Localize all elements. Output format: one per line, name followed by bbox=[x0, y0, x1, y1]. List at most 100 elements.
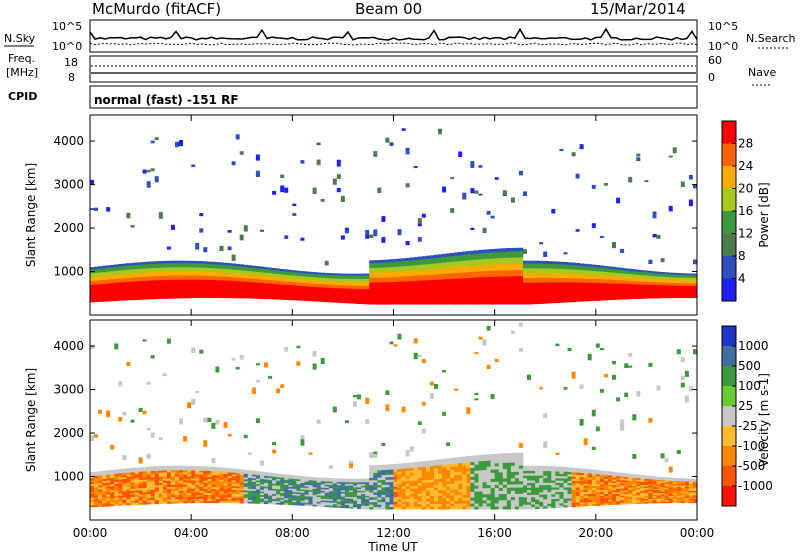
heatmap-cell bbox=[260, 494, 265, 497]
heatmap-cell bbox=[652, 284, 657, 287]
colorbar-swatch bbox=[722, 211, 736, 234]
heatmap-cell bbox=[264, 277, 269, 280]
heatmap-cell bbox=[506, 462, 512, 466]
heatmap-cell bbox=[118, 282, 123, 285]
heatmap-cell bbox=[454, 494, 459, 499]
heatmap-cell bbox=[255, 489, 261, 492]
heatmap-cell bbox=[373, 477, 378, 481]
heatmap-cell bbox=[377, 465, 382, 468]
heatmap-cell bbox=[531, 475, 536, 479]
heatmap-cell bbox=[357, 492, 362, 495]
heatmap-cell bbox=[280, 497, 285, 500]
heatmap-cell bbox=[373, 489, 378, 493]
heatmap-cell bbox=[243, 285, 249, 288]
heatmap-cell bbox=[195, 488, 200, 491]
heatmap-cell bbox=[134, 473, 139, 477]
heatmap-cell bbox=[110, 503, 115, 507]
heatmap-cell bbox=[474, 392, 479, 396]
heatmap-cell bbox=[94, 272, 99, 275]
heatmap-cell bbox=[126, 480, 131, 483]
heatmap-cell bbox=[114, 497, 119, 500]
heatmap-cell bbox=[413, 496, 419, 500]
heatmap-cell bbox=[490, 264, 495, 268]
heatmap-cell bbox=[539, 272, 544, 276]
heatmap-cell bbox=[567, 277, 572, 281]
heatmap-cell bbox=[438, 268, 443, 272]
heatmap-cell bbox=[377, 301, 382, 305]
heatmap-cell bbox=[126, 470, 131, 473]
heatmap-cell bbox=[320, 282, 326, 285]
heatmap-cell bbox=[377, 506, 382, 510]
heatmap-cell bbox=[134, 479, 139, 483]
heatmap-cell bbox=[235, 282, 241, 286]
heatmap-cell bbox=[328, 479, 334, 482]
heatmap-cell bbox=[458, 275, 463, 279]
heatmap-cell bbox=[365, 290, 370, 293]
heatmap-cell bbox=[102, 496, 107, 499]
heatmap-cell bbox=[90, 505, 95, 508]
heatmap-cell bbox=[94, 485, 99, 488]
heatmap-cell bbox=[296, 479, 301, 481]
heatmap-cell bbox=[187, 264, 192, 268]
heatmap-cell bbox=[288, 494, 293, 497]
heatmap-cell bbox=[195, 273, 200, 276]
heatmap-cell bbox=[429, 255, 435, 259]
heatmap-cell bbox=[130, 471, 135, 475]
heatmap-cell bbox=[608, 286, 613, 289]
heatmap-cell bbox=[656, 280, 661, 283]
heatmap-cell bbox=[369, 299, 374, 303]
heatmap-cell bbox=[523, 265, 528, 269]
heatmap-cell bbox=[170, 279, 176, 282]
heatmap-cell bbox=[296, 480, 301, 483]
heatmap-cell bbox=[288, 496, 293, 499]
heatmap-cell bbox=[264, 267, 269, 270]
heatmap-cell bbox=[612, 279, 617, 282]
heatmap-cell bbox=[583, 276, 589, 279]
heatmap-cell bbox=[591, 284, 597, 287]
heatmap-cell bbox=[555, 272, 560, 276]
heatmap-cell bbox=[429, 293, 435, 297]
heatmap-cell bbox=[470, 227, 475, 230]
heatmap-cell bbox=[328, 290, 334, 293]
heatmap-cell bbox=[146, 276, 152, 279]
heatmap-cell bbox=[539, 298, 544, 302]
heatmap-cell bbox=[142, 274, 147, 277]
heatmap-cell bbox=[498, 493, 504, 498]
heatmap-cell bbox=[389, 266, 394, 270]
heatmap-cell bbox=[118, 499, 123, 502]
heatmap-cell bbox=[409, 485, 415, 489]
heatmap-cell bbox=[482, 295, 487, 299]
heatmap-cell bbox=[446, 442, 451, 447]
heatmap-cell bbox=[510, 484, 516, 488]
heatmap-cell bbox=[454, 480, 459, 484]
heatmap-cell bbox=[417, 354, 422, 358]
heatmap-cell bbox=[442, 186, 447, 193]
heatmap-cell bbox=[680, 275, 686, 278]
heatmap-cell bbox=[563, 293, 568, 296]
heatmap-cell bbox=[421, 256, 427, 260]
heatmap-cell bbox=[583, 274, 589, 277]
heatmap-cell bbox=[409, 293, 415, 297]
heatmap-cell bbox=[110, 479, 115, 483]
heatmap-cell bbox=[207, 277, 212, 280]
heatmap-cell bbox=[425, 493, 431, 497]
heatmap-cell bbox=[409, 267, 415, 271]
heatmap-cell bbox=[207, 261, 212, 264]
heatmap-cell bbox=[134, 293, 139, 296]
heatmap-cell bbox=[438, 128, 442, 135]
heatmap-cell bbox=[288, 483, 293, 486]
heatmap-cell bbox=[187, 275, 192, 278]
heatmap-cell bbox=[595, 292, 601, 295]
heatmap-cell bbox=[377, 467, 382, 471]
heatmap-cell bbox=[272, 449, 277, 454]
heatmap-cell bbox=[442, 370, 447, 373]
heatmap-cell bbox=[652, 293, 657, 296]
heatmap-cell bbox=[251, 274, 257, 277]
heatmap-cell bbox=[361, 487, 366, 490]
heatmap-cell bbox=[413, 296, 419, 300]
heatmap-cell bbox=[421, 495, 427, 499]
heatmap-cell bbox=[466, 280, 471, 284]
heatmap-cell bbox=[138, 295, 143, 298]
heatmap-cell bbox=[94, 297, 99, 301]
heatmap-cell bbox=[668, 290, 674, 293]
